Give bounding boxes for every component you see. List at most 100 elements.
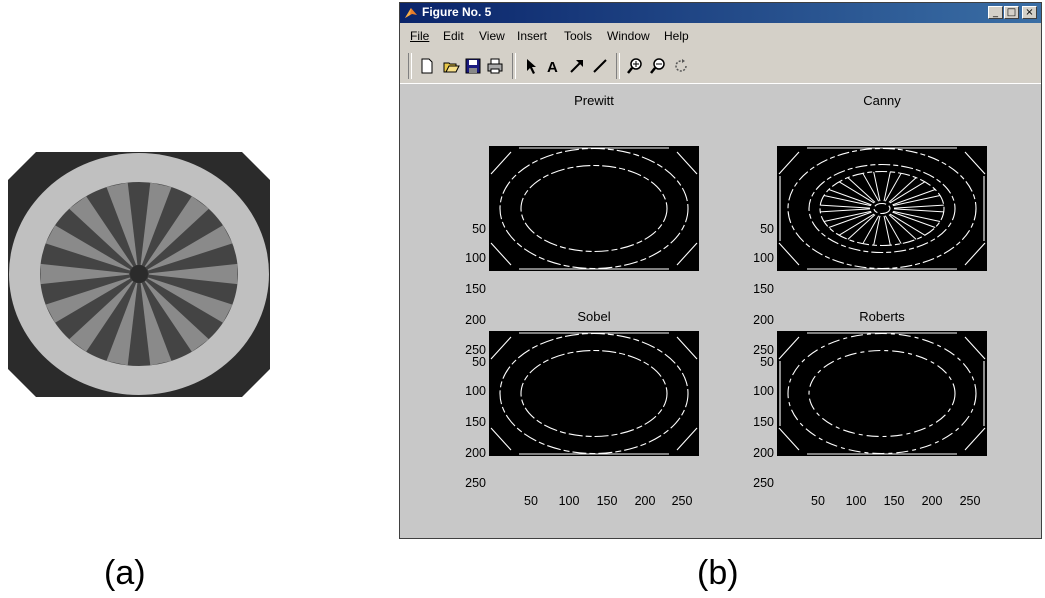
caption-a: (a) — [104, 554, 146, 592]
figure-canvas: Prewitt 50 100 150 200 250 50 100 150 20… — [400, 83, 1041, 538]
title-bar[interactable]: Figure No. 5 _ □ × — [400, 3, 1041, 23]
menu-view-label: View — [479, 29, 505, 43]
canny-spoke-edge — [838, 213, 875, 236]
ytick-roberts-250: 250 — [753, 476, 774, 490]
ytick-roberts-50: 50 — [760, 355, 774, 369]
save-icon[interactable] — [464, 57, 482, 75]
wheel-spoke — [148, 263, 238, 285]
menu-help-label: Help — [664, 29, 689, 43]
canny-spoke-edge — [888, 177, 917, 203]
wheel-spoke — [144, 196, 209, 268]
figure-window: Figure No. 5 _ □ × File Edit View Insert… — [399, 2, 1042, 539]
menu-tools-label: Tools — [564, 29, 593, 43]
axes-canny[interactable] — [777, 146, 987, 271]
ytick-sobel-200: 200 — [465, 446, 486, 460]
ytick-roberts-200: 200 — [753, 446, 774, 460]
ytick-sobel-150: 150 — [465, 415, 486, 429]
axes-prewitt[interactable] — [489, 146, 699, 271]
xtick-roberts-200: 200 — [921, 494, 943, 508]
insert-arrow-icon[interactable] — [568, 57, 586, 75]
toolbar-separator — [512, 53, 516, 79]
maximize-button[interactable]: □ — [1004, 6, 1019, 19]
canny-spoke-edge — [862, 215, 880, 244]
plot-title-roberts: Roberts — [859, 309, 905, 324]
menu-bar: File Edit View Insert Tools Window Help — [400, 25, 1041, 45]
xtick-sobel-200: 200 — [634, 494, 656, 508]
canny-spoke-edge — [893, 208, 944, 213]
canny-spoke-edge — [892, 195, 941, 207]
menu-file-label: File — [410, 29, 430, 43]
canny-spoke-edge — [823, 195, 872, 207]
ytick-sobel-250: 250 — [465, 476, 486, 490]
zoom-in-icon[interactable] — [626, 57, 644, 75]
new-figure-icon[interactable] — [418, 57, 436, 75]
wheel-spoke — [106, 182, 138, 266]
xtick-sobel-250: 250 — [671, 494, 693, 508]
svg-text:A: A — [547, 59, 558, 75]
axes-roberts[interactable] — [777, 331, 987, 456]
xtick-sobel-100: 100 — [558, 494, 580, 508]
ytick-prewitt-100: 100 — [465, 251, 486, 265]
ytick-roberts-100: 100 — [753, 384, 774, 398]
xtick-roberts-50: 50 — [811, 494, 825, 508]
canny-spoke-edge — [873, 215, 881, 246]
close-button[interactable]: × — [1022, 6, 1037, 19]
select-arrow-icon[interactable] — [522, 57, 540, 75]
wheel-spoke — [147, 225, 233, 271]
ytick-sobel-50: 50 — [472, 355, 486, 369]
canny-spoke-edge — [889, 181, 926, 204]
toolbar: A — [400, 49, 1041, 83]
zoom-out-icon[interactable] — [649, 57, 667, 75]
canny-spoke-edge — [847, 214, 876, 240]
canny-spoke-edge — [862, 173, 880, 202]
ytick-prewitt-250: 250 — [465, 343, 486, 357]
wheel-spoke — [69, 280, 134, 352]
canny-spoke-edge — [889, 213, 926, 236]
open-file-icon[interactable] — [442, 57, 460, 75]
menu-tools[interactable]: Tools — [564, 29, 592, 43]
ytick-canny-100: 100 — [753, 251, 774, 265]
insert-text-icon[interactable]: A — [544, 57, 562, 75]
caption-b: (b) — [697, 554, 739, 592]
plot-title-sobel: Sobel — [577, 309, 611, 324]
canny-spoke-edge — [823, 210, 872, 222]
canny-spoke-edge — [847, 177, 876, 203]
wheel-spoke — [144, 280, 209, 352]
menu-insert[interactable]: Insert — [517, 29, 547, 43]
menu-window-label: Window — [607, 29, 650, 43]
wheel-spoke — [45, 225, 131, 271]
insert-line-icon[interactable] — [591, 57, 609, 75]
print-icon[interactable] — [486, 57, 504, 75]
window-title: Figure No. 5 — [422, 5, 492, 19]
menu-edit[interactable]: Edit — [443, 29, 464, 43]
ytick-canny-150: 150 — [753, 282, 774, 296]
canny-spoke-edge — [828, 211, 872, 228]
rotate-3d-icon[interactable] — [672, 57, 690, 75]
canny-spoke-edge — [884, 173, 902, 202]
axes-sobel[interactable] — [489, 331, 699, 456]
minimize-button[interactable]: _ — [988, 6, 1003, 19]
menu-file[interactable]: File — [410, 29, 429, 43]
menu-edit-label: Edit — [443, 29, 464, 43]
canny-spoke-edge — [892, 189, 936, 206]
menu-window[interactable]: Window — [607, 29, 650, 43]
canny-spoke-edge — [828, 189, 872, 206]
menu-view[interactable]: View — [479, 29, 505, 43]
canny-spoke-edge — [873, 171, 881, 202]
ytick-canny-50: 50 — [760, 222, 774, 236]
wheel-spoke — [45, 277, 131, 323]
canny-spoke-edge — [892, 210, 941, 222]
canny-spoke-edge — [888, 214, 917, 240]
xtick-sobel-50: 50 — [524, 494, 538, 508]
ytick-prewitt-150: 150 — [465, 282, 486, 296]
menu-insert-label: Insert — [517, 29, 548, 43]
canny-spoke-edge — [892, 211, 936, 228]
wheel-spoke — [106, 282, 138, 366]
ytick-roberts-150: 150 — [753, 415, 774, 429]
wheel-spoke — [140, 282, 172, 366]
toolbar-separator — [616, 53, 620, 79]
xtick-roberts-150: 150 — [883, 494, 905, 508]
wheel-spoke — [69, 196, 134, 268]
canny-spoke-edge — [820, 208, 871, 213]
menu-help[interactable]: Help — [664, 29, 689, 43]
